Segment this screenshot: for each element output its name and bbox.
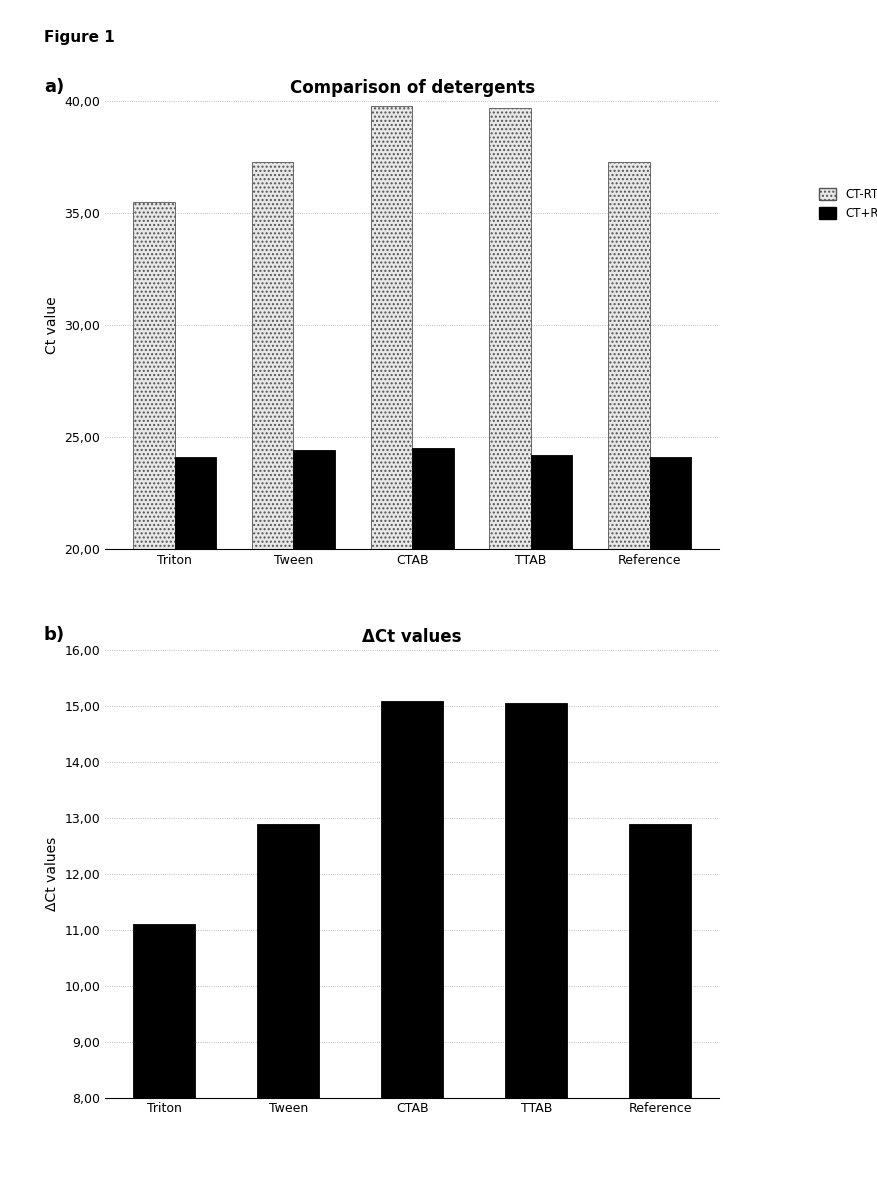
- Bar: [257, 823, 319, 1193]
- Bar: [531, 455, 573, 996]
- Title: ΔCt values: ΔCt values: [362, 628, 462, 645]
- Y-axis label: ΔCt values: ΔCt values: [45, 836, 59, 911]
- Text: Figure 1: Figure 1: [44, 30, 115, 45]
- Bar: [175, 457, 217, 996]
- Bar: [381, 700, 443, 1193]
- Bar: [371, 106, 412, 996]
- Bar: [133, 202, 175, 996]
- Text: b): b): [44, 626, 65, 644]
- Bar: [505, 704, 567, 1193]
- Bar: [252, 162, 294, 996]
- Bar: [294, 450, 335, 996]
- Bar: [608, 162, 650, 996]
- Bar: [489, 109, 531, 996]
- Bar: [133, 925, 196, 1193]
- Bar: [629, 823, 691, 1193]
- Y-axis label: Ct value: Ct value: [45, 296, 59, 354]
- Text: a): a): [44, 78, 64, 95]
- Bar: [650, 457, 691, 996]
- Title: Comparison of detergents: Comparison of detergents: [289, 79, 535, 97]
- Legend: CT-RT, CT+RT: CT-RT, CT+RT: [819, 187, 877, 220]
- Bar: [412, 449, 453, 996]
